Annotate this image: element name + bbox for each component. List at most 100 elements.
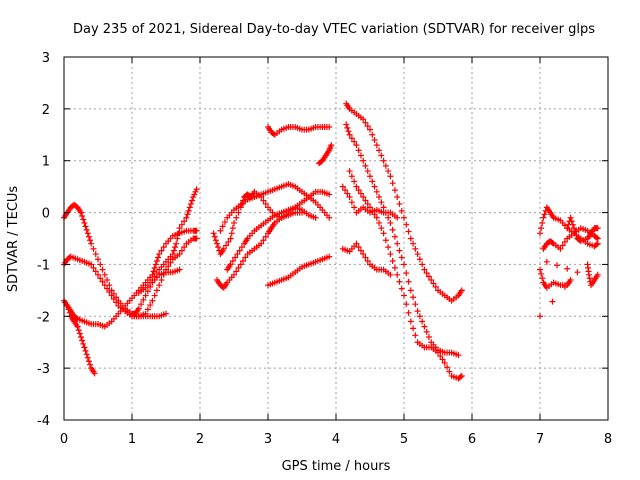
data-point	[391, 187, 398, 194]
data-point	[593, 241, 600, 248]
data-point	[220, 245, 227, 252]
data-point	[144, 306, 151, 313]
data-point	[387, 251, 394, 258]
data-point	[539, 219, 546, 226]
series-track-n	[343, 100, 465, 304]
data-point	[367, 126, 373, 133]
data-point	[405, 228, 412, 235]
data-point	[410, 325, 417, 332]
x-tick-label: 0	[60, 432, 68, 447]
data-point	[573, 232, 580, 239]
data-point	[360, 157, 367, 164]
data-point	[95, 256, 101, 263]
data-point	[371, 183, 378, 190]
data-point	[353, 183, 360, 190]
data-point	[348, 135, 355, 142]
series-track-x	[537, 258, 581, 320]
series-track-q	[339, 183, 401, 221]
data-point	[87, 237, 94, 244]
data-point	[227, 235, 234, 242]
data-point	[99, 266, 106, 273]
data-point	[407, 235, 414, 242]
data-point	[360, 116, 367, 123]
data-point	[339, 183, 346, 190]
data-point	[346, 131, 353, 138]
x-tick-label: 7	[536, 432, 544, 447]
data-point	[84, 354, 91, 361]
data-point	[233, 268, 240, 275]
data-point	[79, 337, 86, 344]
data-point	[211, 233, 218, 240]
data-point	[83, 351, 90, 358]
data-point	[412, 332, 419, 339]
y-tick-label: 3	[42, 51, 50, 66]
data-point	[574, 269, 581, 276]
y-tick-label: 0	[42, 207, 50, 222]
data-point	[387, 271, 394, 278]
data-point	[260, 237, 267, 244]
x-tick-label: 4	[332, 432, 340, 447]
data-point	[79, 213, 86, 220]
data-point	[151, 292, 158, 299]
data-point	[430, 280, 437, 287]
data-point	[176, 251, 183, 258]
series-track-j	[217, 181, 333, 234]
data-point	[351, 204, 358, 211]
data-point	[193, 186, 200, 193]
data-point	[212, 237, 219, 244]
data-point	[83, 226, 90, 233]
y-tick-label: -4	[37, 414, 50, 429]
data-point	[557, 245, 564, 252]
series-track-b	[61, 235, 200, 320]
y-axis-label: SDTVAR / TECUs	[6, 186, 21, 293]
data-point	[387, 219, 394, 226]
data-point	[270, 130, 277, 137]
data-point	[183, 214, 190, 221]
data-point	[232, 254, 239, 261]
data-point	[364, 123, 371, 130]
data-point	[193, 227, 200, 234]
data-point	[391, 233, 398, 240]
data-point	[355, 187, 362, 194]
data-point	[227, 261, 234, 268]
data-point	[432, 283, 439, 290]
data-point	[357, 190, 364, 197]
data-point	[564, 265, 571, 272]
data-point	[394, 240, 401, 247]
data-point	[110, 296, 117, 302]
data-point	[101, 282, 108, 289]
x-tick-label: 3	[264, 432, 272, 447]
data-point	[428, 276, 435, 283]
data-point	[389, 226, 396, 233]
data-point	[367, 204, 373, 211]
data-point	[355, 147, 362, 154]
data-point	[382, 237, 389, 244]
grid	[64, 57, 608, 420]
data-point	[569, 221, 576, 228]
data-point	[396, 200, 403, 207]
data-point	[153, 257, 160, 264]
data-point	[81, 219, 88, 226]
chart-title: Day 235 of 2021, Sidereal Day-to-day VTE…	[73, 22, 595, 37]
data-point	[403, 301, 410, 308]
data-point	[382, 162, 389, 169]
data-point	[91, 370, 98, 377]
data-point	[152, 261, 159, 268]
data-point	[169, 251, 176, 258]
data-point	[435, 349, 441, 356]
data-point	[380, 157, 387, 164]
data-point	[237, 261, 244, 268]
data-point	[357, 152, 364, 159]
data-point	[151, 273, 158, 280]
data-point	[380, 204, 387, 211]
data-point	[353, 142, 360, 149]
x-tick-label: 6	[468, 432, 476, 447]
series-track-g	[210, 188, 333, 258]
data-point	[594, 235, 601, 242]
data-point	[364, 168, 371, 175]
data-point	[326, 214, 333, 221]
data-point	[223, 242, 230, 249]
data-point	[156, 282, 163, 289]
data-point	[564, 225, 571, 232]
data-point	[229, 225, 236, 232]
